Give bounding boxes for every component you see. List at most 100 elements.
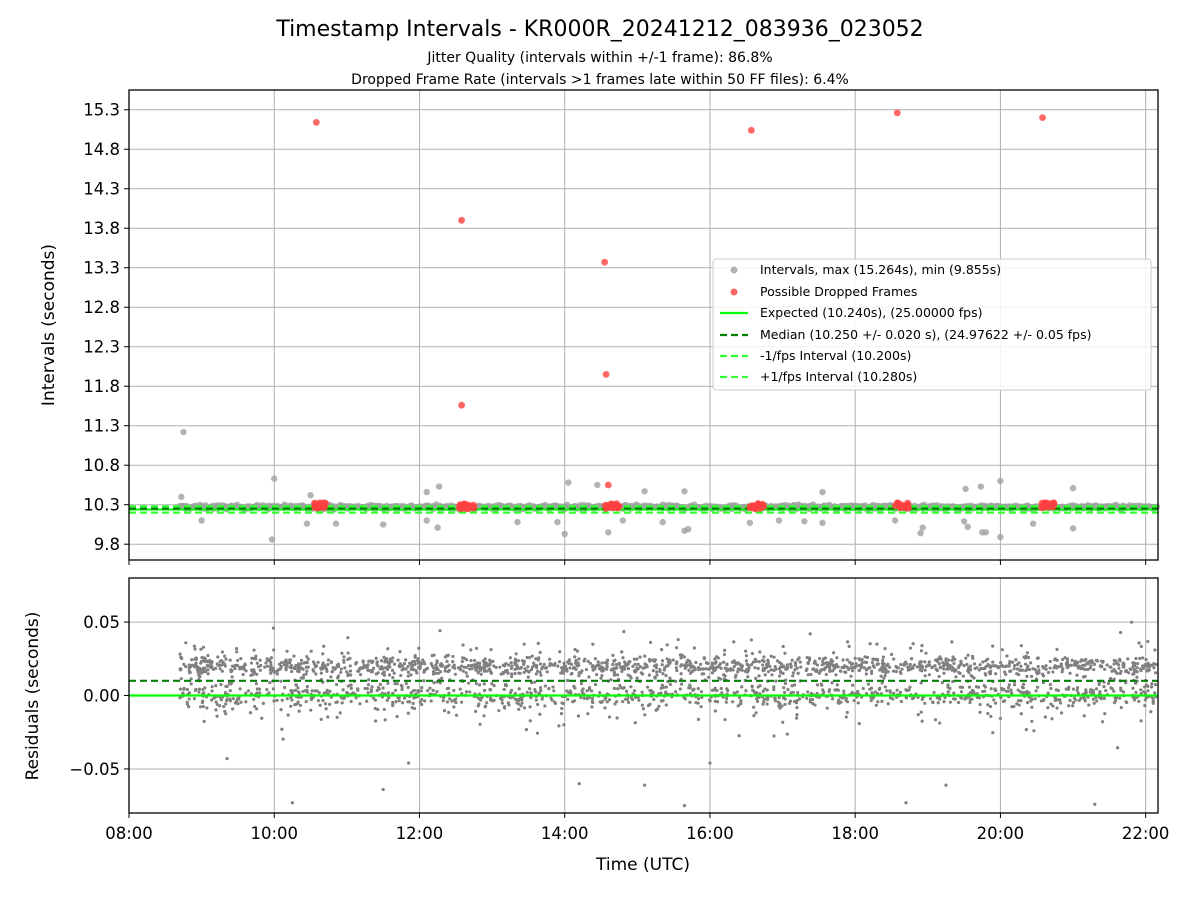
residual-point <box>419 689 423 693</box>
residual-point <box>1019 712 1023 716</box>
residual-point <box>1108 665 1112 669</box>
residual-point <box>1006 689 1010 693</box>
residual-point <box>1106 681 1111 686</box>
residual-point <box>535 731 540 735</box>
residual-point <box>804 668 808 673</box>
residual-point <box>969 668 973 672</box>
residual-point <box>904 696 908 700</box>
residual-point <box>862 666 866 670</box>
interval-point <box>801 518 808 525</box>
residual-point <box>221 662 225 666</box>
residual-point <box>865 655 870 660</box>
residual-point <box>883 685 887 689</box>
residual-point <box>577 670 581 675</box>
residual-point <box>1129 667 1133 671</box>
residual-point <box>785 663 789 667</box>
residual-point <box>590 705 594 709</box>
residual-point <box>1105 663 1109 667</box>
residual-point <box>1130 620 1134 624</box>
residual-point <box>783 690 787 694</box>
residual-point <box>500 701 504 705</box>
residual-point <box>230 675 234 679</box>
residual-point <box>778 674 782 678</box>
residual-point <box>710 661 715 665</box>
residual-point <box>205 663 210 667</box>
residual-point <box>241 667 245 671</box>
legend-marker-dropped <box>730 288 738 296</box>
residual-point <box>806 690 810 694</box>
residual-point <box>697 668 701 672</box>
residual-point <box>920 669 924 673</box>
residual-point <box>236 658 240 663</box>
residual-point <box>491 659 495 663</box>
residual-point <box>879 674 883 678</box>
residual-point <box>1100 720 1105 724</box>
residual-point <box>900 667 904 671</box>
residual-point <box>598 700 602 704</box>
residual-point <box>305 655 309 659</box>
residual-point <box>739 699 743 703</box>
residual-point <box>319 717 323 722</box>
residual-point <box>713 686 717 691</box>
y-tick-label: 11.3 <box>83 417 120 436</box>
residual-point <box>230 669 234 673</box>
residual-point <box>1131 661 1135 665</box>
residual-point <box>1144 657 1148 662</box>
residual-point <box>812 667 816 671</box>
residual-point <box>499 696 503 700</box>
residual-point <box>866 682 871 686</box>
residual-point <box>707 698 712 702</box>
residual-point <box>834 673 838 677</box>
residual-point <box>786 688 790 692</box>
residual-point <box>450 699 454 703</box>
residual-point <box>795 666 799 670</box>
residual-point <box>255 691 259 695</box>
dropped-frame-point <box>465 501 472 509</box>
residual-point <box>668 682 672 687</box>
residual-point <box>1000 648 1004 652</box>
residual-point <box>1150 685 1154 689</box>
dropped-frame-points <box>311 109 1058 513</box>
interval-point <box>435 483 443 490</box>
residual-point <box>793 663 798 668</box>
residual-point <box>1035 685 1040 689</box>
residual-point <box>580 669 584 673</box>
residual-point <box>513 657 517 661</box>
residual-point <box>837 700 841 704</box>
residual-point <box>699 705 703 709</box>
residual-point <box>629 676 633 680</box>
residual-point <box>478 661 482 665</box>
residual-point <box>683 663 688 667</box>
residual-point <box>1122 665 1126 669</box>
residual-point <box>744 654 748 658</box>
interval-point <box>180 428 187 436</box>
residual-point <box>627 700 631 705</box>
residual-point <box>724 700 728 704</box>
residual-point <box>1067 704 1071 708</box>
residual-point <box>699 690 704 694</box>
dropped-frame-point <box>602 370 610 378</box>
residual-point <box>857 668 862 673</box>
residual-point <box>825 706 829 710</box>
residual-point <box>398 664 402 669</box>
residual-point <box>781 644 785 649</box>
residual-point <box>844 698 848 702</box>
residual-point <box>1134 696 1138 700</box>
residual-point <box>244 700 248 704</box>
residual-point <box>551 685 555 689</box>
residual-point <box>835 688 839 692</box>
residual-point <box>876 700 880 704</box>
dropped-frame-point <box>314 504 322 512</box>
residual-point <box>193 688 198 692</box>
residual-point <box>522 670 526 674</box>
residual-point <box>238 667 242 671</box>
residual-point <box>762 666 766 671</box>
residual-point <box>231 697 235 701</box>
residual-point <box>871 664 875 668</box>
residual-point <box>772 685 776 689</box>
residual-point <box>1022 682 1026 686</box>
residual-point <box>349 686 353 690</box>
residual-point <box>529 691 533 695</box>
residual-point <box>841 658 845 662</box>
residual-point <box>793 661 798 665</box>
